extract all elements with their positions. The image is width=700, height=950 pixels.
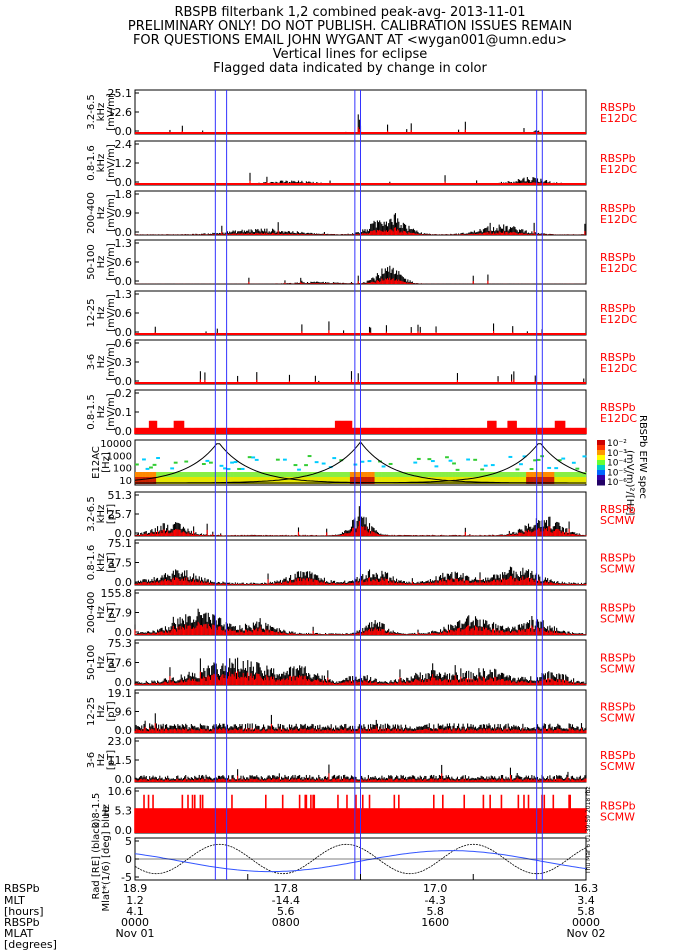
panel-tag: RBSPb [600,351,636,364]
y-tick-label: 0.1 [115,406,133,419]
y-tick-label: 1.3 [115,237,133,250]
panel-tag: RBSPb [600,152,636,165]
panel-tag: E12DC [600,213,637,226]
panel-tag: RBSPb [600,101,636,114]
y-label-line: 0.8-1.5 [86,394,97,429]
y-label-line: 3.2-6.5 [86,94,97,129]
y-axis-label: 3.2-6.5 kHz [mV/m] [86,93,117,131]
y-tick-label: 1.3 [115,288,133,301]
eclipse-note: Vertical lines for eclipse [272,47,428,62]
y-label-line: 50-100 [86,244,97,279]
warning-line: PRELIMINARY ONLY! DO NOT PUBLISH. CALIBR… [127,19,573,34]
y-tick-label: 0.0 [115,275,133,288]
y-tick-label: 0.0 [115,125,133,138]
y-tick-label: 1.8 [115,188,133,201]
y-label-line: 3-6 [86,354,97,370]
y-label-line: Hz [96,207,107,220]
y-tick-label: 0.9 [115,207,133,220]
y-label-line: [mV/m] [106,343,117,381]
y-label-line: Hz [96,307,107,320]
y-tick-label: 0.0 [115,375,133,388]
y-label-line: [mV/m] [106,294,117,332]
y-tick-label: 0.0 [115,425,133,438]
y-label-line: Hz [96,406,107,419]
y-axis-label: 3-6 Hz [mV/m] [86,343,117,381]
panel-tag: E12DC [600,313,637,326]
y-tick-label: 0.0 [115,226,133,239]
y-label-line: 0.8-1.6 [86,145,97,180]
y-tick-label: 12.6 [108,106,133,119]
y-label-line: kHz [96,154,107,173]
y-tick-label: 0.2 [115,387,133,400]
y-label-line: [mV/m] [106,243,117,281]
y-tick-label: 0.0 [115,326,133,339]
y-axis-label: 12-25 Hz [mV/m] [86,294,117,332]
y-label-line: kHz [96,103,107,122]
y-tick-label: 2.4 [115,138,133,151]
y-axis-label: 0.8-1.6 kHz [mV/m] [86,144,117,182]
y-label-line: 200-400 [86,192,97,234]
panel-tag: E12DC [600,412,637,425]
y-axis-label: 200-400 Hz [mV/m] [86,192,117,234]
panel-tag: RBSPb [600,251,636,264]
y-label-line: 12-25 [86,298,97,327]
y-tick-label: 0.6 [115,337,133,350]
panel-tag: RBSPb [600,202,636,215]
y-tick-label: 0.0 [115,176,133,189]
panel-tag: E12DC [600,362,637,375]
contact-line: FOR QUESTIONS EMAIL JOHN WYGANT AT <wyga… [132,33,568,48]
chart-title: RBSPB filterbank 1,2 combined peak-avg- … [174,5,526,20]
y-tick-label: 0.3 [115,356,133,369]
y-tick-label: 0.6 [115,307,133,320]
y-axis-label: 50-100 Hz [mV/m] [86,243,117,281]
y-label-line: [mV/m] [106,93,117,131]
y-label-line: [mV/m] [106,144,117,182]
y-tick-label: 25.1 [108,87,133,100]
panel-tag: RBSPb [600,302,636,315]
flag-note: Flagged data indicated by change in colo… [213,61,487,76]
panel-tag: E12DC [600,163,637,176]
y-axis-label: 0.8-1.5 Hz [mV/m] [86,393,117,431]
panel-tag: E12DC [600,262,637,275]
y-label-line: Hz [96,356,107,369]
y-tick-label: 0.6 [115,256,133,269]
y-label-line: Hz [96,256,107,269]
panel-tag: RBSPb [600,401,636,414]
y-tick-label: 1.2 [115,157,133,170]
y-label-line: [mV/m] [106,393,117,431]
y-label-line: [mV/m] [106,194,117,232]
panel-tag: E12DC [600,112,637,125]
